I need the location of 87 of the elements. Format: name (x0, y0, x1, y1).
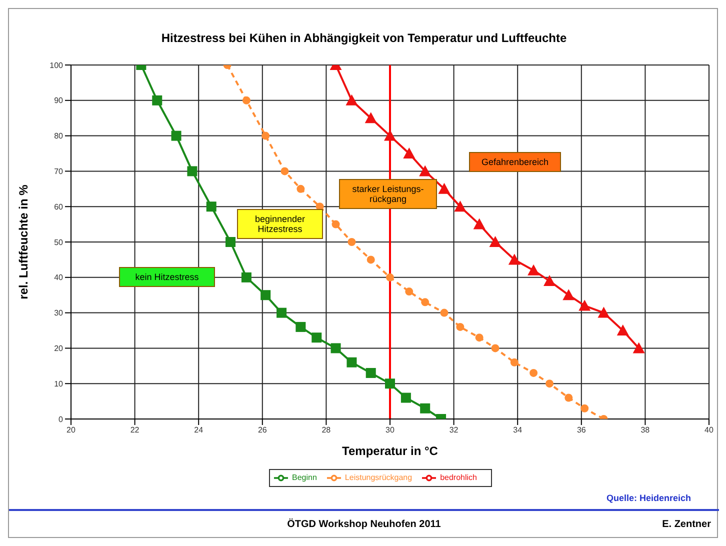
point (421, 298, 430, 306)
point (386, 273, 394, 282)
chart-title: Hitzestress bei Kühen in Abhängigkeit von Temperatur und Luftfeuchte (160, 31, 568, 45)
point (242, 96, 250, 104)
point (346, 357, 357, 368)
note-box: starker Leistungs-rückgang (339, 179, 437, 209)
point (226, 237, 236, 247)
point (384, 130, 396, 141)
point (346, 94, 358, 106)
point (348, 238, 356, 246)
text: E. Zentner (662, 519, 711, 530)
point (262, 132, 270, 140)
point (296, 184, 305, 193)
y-tick-label: 70 (54, 167, 64, 176)
point (454, 200, 466, 212)
note-box: beginnender Hitzestress (237, 209, 323, 239)
point (510, 358, 518, 366)
point (171, 130, 182, 141)
point (580, 404, 589, 412)
point (260, 290, 271, 300)
legend-label: bedrohlich (440, 473, 477, 482)
y-tick-label: 40 (54, 273, 64, 282)
x-tick-label: 32 (449, 426, 459, 435)
point (420, 403, 430, 414)
y-tick-label: 50 (54, 238, 64, 247)
point (508, 254, 520, 265)
y-tick-label: 20 (54, 344, 64, 354)
y-tick-label: 100 (50, 60, 64, 70)
x-tick-label: 40 (704, 426, 714, 435)
point (366, 256, 375, 264)
y-axis-title: rel. Luftfeuchte in % (16, 184, 30, 300)
point (544, 274, 556, 286)
y-tick-label: 80 (54, 132, 64, 141)
point (312, 332, 322, 343)
point (366, 368, 376, 378)
y-tick-label: 60 (54, 202, 64, 212)
point (562, 289, 575, 300)
x-tick-label: 28 (322, 426, 332, 435)
x-tick-label: 24 (194, 426, 204, 435)
point (530, 368, 538, 377)
x-tick-label: 30 (386, 426, 395, 435)
point (280, 167, 289, 176)
point (564, 394, 573, 402)
point (438, 182, 450, 194)
point (419, 165, 432, 176)
point (598, 306, 610, 318)
point (400, 392, 411, 403)
point (440, 308, 448, 317)
point (475, 334, 484, 342)
point (187, 166, 198, 176)
point (491, 344, 500, 352)
point (546, 380, 554, 388)
point (364, 112, 377, 124)
note-box: Gefahrenbereich (469, 152, 561, 172)
y-tick-label: 90 (54, 96, 64, 106)
y-tick-label: 10 (54, 379, 64, 388)
legend-label: Leistungsrückgang (344, 473, 412, 482)
point (578, 300, 591, 311)
x-axis-title: Temperatur in °C (342, 444, 438, 458)
x-tick-label: 38 (640, 426, 650, 435)
x-tick-label: 36 (576, 426, 586, 435)
point (456, 322, 464, 331)
point (528, 264, 540, 276)
point (206, 202, 216, 212)
point (330, 343, 341, 354)
point (296, 322, 306, 332)
point (616, 324, 629, 336)
point (152, 95, 162, 106)
point (276, 308, 287, 318)
x-tick-label: 26 (258, 426, 268, 435)
point (332, 220, 340, 228)
y-tick-label: 0 (58, 414, 64, 424)
x-tick-label: 34 (513, 426, 523, 435)
y-tick-label: 30 (54, 308, 64, 318)
point (489, 236, 502, 247)
point (632, 342, 645, 354)
source-note: Quelle: Heidenreich (606, 493, 691, 503)
x-tick-label: 22 (130, 426, 140, 435)
legend-label: Beginn (292, 473, 317, 482)
point (403, 148, 416, 158)
point (405, 288, 414, 296)
note-box: kein Hitzestress (119, 267, 215, 287)
point (241, 272, 252, 282)
point (473, 218, 486, 230)
point (385, 378, 395, 389)
x-tick-label: 20 (66, 426, 76, 435)
text: ÖTGD Workshop Neuhofen 2011 (287, 519, 441, 530)
